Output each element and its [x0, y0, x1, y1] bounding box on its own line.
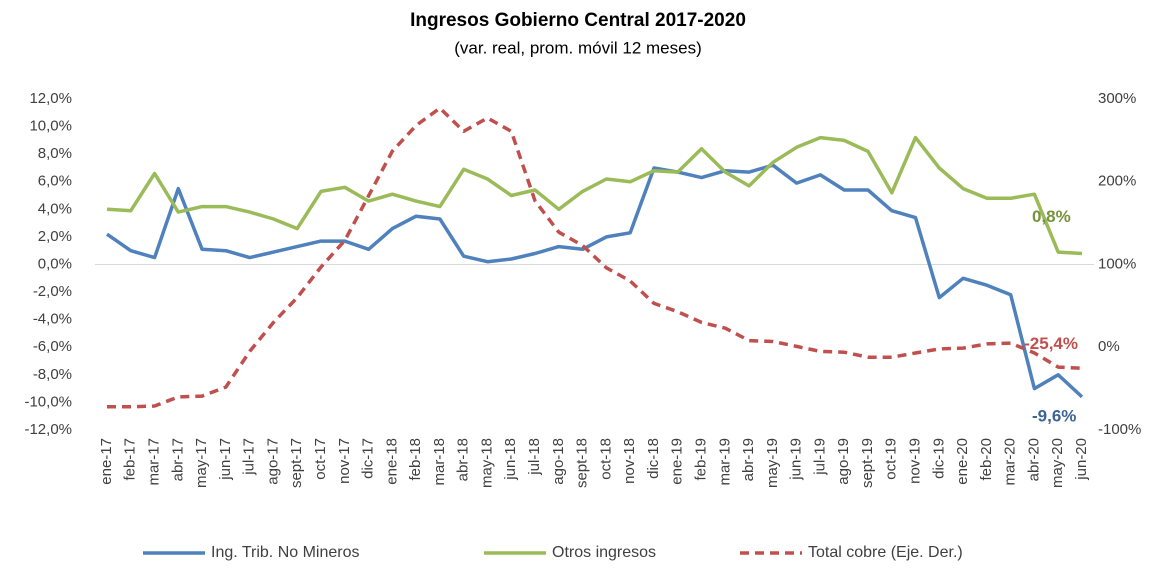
x-tick-label: jul-17 [241, 438, 258, 476]
x-tick-label: mar-17 [146, 438, 163, 486]
x-tick-label: ene-20 [954, 438, 971, 485]
y2-tick-label: 100% [1098, 255, 1136, 272]
x-tick-label: dic-17 [360, 438, 377, 479]
y-tick-label: 4,0% [38, 200, 72, 217]
y-tick-label: -12,0% [24, 421, 72, 438]
x-tick-label: may-18 [478, 438, 495, 488]
x-tick-label: nov-19 [907, 438, 924, 484]
chart-title: Ingresos Gobierno Central 2017-2020 [410, 10, 746, 31]
x-tick-label: jun-19 [788, 438, 805, 481]
data-label: -25,4% [1024, 334, 1078, 353]
x-tick-label: mar-18 [431, 438, 448, 486]
x-tick-label: feb-19 [692, 438, 709, 481]
x-tick-label: ago-17 [264, 438, 281, 485]
x-tick-label: dic-18 [645, 438, 662, 479]
y-tick-label: -10,0% [24, 393, 72, 410]
y-tick-label: -4,0% [33, 311, 72, 328]
y-tick-label: 6,0% [38, 173, 72, 190]
x-tick-label: feb-17 [122, 438, 139, 481]
x-tick-label: sept-19 [859, 438, 876, 488]
x-tick-label: oct-17 [312, 438, 329, 480]
x-tick-label: nov-18 [621, 438, 638, 484]
x-tick-label: abr-19 [740, 438, 757, 481]
x-tick-label: abr-18 [455, 438, 472, 481]
x-tick-label: ene-17 [98, 438, 115, 485]
y-tick-label: -2,0% [33, 283, 72, 300]
legend-label: Otros ingresos [552, 544, 656, 561]
x-tick-label: sept-18 [574, 438, 591, 488]
x-tick-label: jun-17 [217, 438, 234, 481]
y-tick-label: 2,0% [38, 228, 72, 245]
x-tick-label: mar-19 [716, 438, 733, 486]
x-tick-label: ago-19 [835, 438, 852, 485]
x-tick-label: oct-18 [597, 438, 614, 480]
x-tick-label: sept-17 [288, 438, 305, 488]
x-tick-label: dic-19 [930, 438, 947, 479]
chart-subtitle: (var. real, prom. móvil 12 meses) [454, 38, 702, 57]
x-tick-label: nov-17 [336, 438, 353, 484]
x-tick-label: mar-20 [1002, 438, 1019, 486]
y-tick-label: 0,0% [38, 255, 72, 272]
x-tick-label: feb-20 [978, 438, 995, 481]
y2-tick-label: 300% [1098, 90, 1136, 107]
x-tick-label: jul-19 [811, 438, 828, 476]
y2-tick-label: 200% [1098, 173, 1136, 190]
x-tick-label: abr-17 [169, 438, 186, 481]
y-tick-label: -6,0% [33, 338, 72, 355]
y-tick-label: 8,0% [38, 145, 72, 162]
x-tick-label: ene-18 [383, 438, 400, 485]
x-tick-label: may-19 [764, 438, 781, 488]
series-line [106, 163, 1084, 399]
series-line [106, 135, 1083, 256]
x-tick-label: may-20 [1049, 438, 1066, 488]
y2-tick-label: -100% [1098, 421, 1141, 438]
series-line [107, 106, 1083, 409]
data-label: -9,6% [1032, 406, 1076, 425]
x-tick-label: ago-18 [550, 438, 567, 485]
x-tick-label: oct-19 [883, 438, 900, 480]
x-tick-label: abr-20 [1025, 438, 1042, 481]
x-tick-label: jun-20 [1073, 438, 1090, 481]
y-tick-label: 12,0% [29, 90, 72, 107]
y-tick-label: -8,0% [33, 366, 72, 383]
data-label: 0,8% [1032, 207, 1071, 226]
legend-label: Total cobre (Eje. Der.) [808, 544, 963, 561]
y2-tick-label: 0% [1098, 338, 1120, 355]
x-tick-label: may-17 [193, 438, 210, 488]
x-tick-label: jun-18 [502, 438, 519, 481]
legend-label: Ing. Trib. No Mineros [211, 544, 360, 561]
x-tick-label: feb-18 [407, 438, 424, 481]
x-tick-label: ene-19 [669, 438, 686, 485]
y-tick-label: 10,0% [29, 118, 72, 135]
x-tick-label: jul-18 [526, 438, 543, 476]
